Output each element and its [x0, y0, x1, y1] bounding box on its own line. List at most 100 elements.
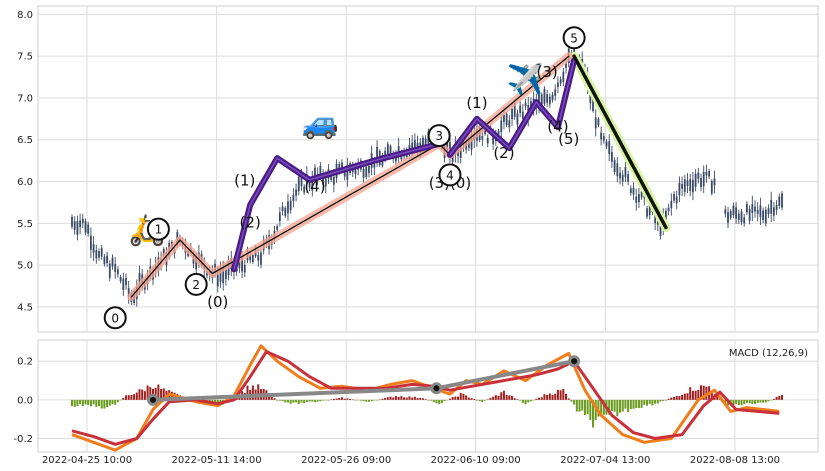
macd-histogram-bar — [97, 399, 100, 407]
candle-body — [98, 251, 100, 258]
macd-histogram-bar — [546, 394, 549, 400]
macd-histogram-bar — [683, 393, 686, 400]
candle-body — [597, 118, 600, 126]
macd-lines — [71, 344, 780, 452]
price-y-tick-label: 6.0 — [17, 177, 33, 188]
candle-body — [675, 196, 678, 204]
candle-body — [341, 162, 343, 171]
candle-body — [284, 208, 287, 216]
candle-body — [770, 199, 773, 214]
macd-histogram-bar — [270, 395, 273, 400]
macd-histogram-bar — [632, 399, 635, 409]
macd-histogram-bar — [743, 399, 746, 404]
candle-body — [413, 139, 416, 148]
macd-histogram-bar — [130, 395, 133, 400]
candle-body — [611, 152, 613, 162]
macd-histogram-bar — [759, 399, 762, 403]
macd-histogram-bar — [124, 395, 127, 400]
macd-histogram-bar — [119, 399, 122, 401]
macd-histogram-bar — [481, 399, 484, 403]
macd-histogram-bar — [667, 398, 670, 400]
candle-body — [681, 183, 684, 189]
macd-histogram-bar — [565, 393, 568, 400]
macd-histogram-bar — [435, 399, 438, 404]
candle-body — [540, 94, 543, 105]
macd-histogram-bar — [524, 399, 527, 405]
macd-histogram-bar — [149, 387, 152, 400]
candle-body — [376, 146, 378, 161]
macd-histogram-bar — [756, 399, 759, 403]
candle-body — [543, 88, 546, 104]
candle-body — [81, 218, 84, 224]
macd-histogram-bar — [273, 398, 276, 400]
candle-body — [481, 135, 484, 140]
macd-histogram-bar — [316, 399, 319, 402]
macd-histogram-bar — [508, 395, 511, 400]
macd-histogram-bar — [138, 389, 141, 400]
macd-histogram-bar — [689, 387, 692, 400]
airplane-icon: ✈️ — [507, 61, 544, 98]
candle-body — [422, 137, 424, 152]
macd-histogram-bar — [338, 397, 341, 400]
macd-histogram-bar — [624, 399, 627, 409]
macd-histogram-bar — [529, 399, 532, 402]
candle-body — [249, 255, 252, 261]
macd-histogram-bar — [548, 393, 551, 400]
candle-body — [608, 141, 611, 155]
candle-body — [79, 220, 81, 228]
candle-body — [451, 154, 454, 162]
x-tick-label: 2022-07-04 13:00 — [560, 455, 650, 466]
macd-histogram-bar — [516, 399, 519, 400]
candle-body — [287, 201, 289, 214]
candle-body — [260, 252, 262, 265]
macd-histogram-bar — [583, 399, 586, 415]
candle-body — [251, 254, 254, 263]
macd-histogram-bar — [538, 397, 541, 400]
macd-histogram-bar — [351, 399, 354, 401]
candle-body — [621, 174, 624, 182]
macd-histogram-bar — [340, 397, 343, 400]
macd-histogram-bar — [92, 399, 95, 405]
macd-histogram-bar — [373, 399, 376, 401]
candle-body — [600, 132, 603, 140]
candle-body — [119, 276, 122, 282]
macd-histogram-bar — [732, 399, 735, 406]
macd-histogram-bar — [349, 398, 352, 400]
macd-histogram-bar — [216, 399, 219, 405]
black-impulse-line — [130, 55, 570, 298]
macd-histogram-bar — [745, 399, 748, 403]
x-tick-label: 2022-08-08 13:00 — [690, 455, 780, 466]
purple-subwave-1-highlight — [233, 143, 440, 270]
macd-histogram-bar — [646, 399, 649, 406]
macd-histogram-bar — [702, 385, 705, 400]
macd-histogram-bar — [308, 399, 311, 402]
candle-body — [73, 221, 76, 230]
macd-histogram-bar — [500, 392, 503, 400]
candle-body — [654, 214, 657, 224]
macd-histogram-bar — [416, 398, 419, 400]
candle-body — [727, 212, 729, 223]
wave-circle-label: 3 — [435, 129, 443, 143]
macd-histogram-bar — [332, 398, 335, 400]
macd-histogram-bar — [627, 399, 630, 413]
macd-histogram-bar — [454, 396, 457, 400]
macd-histogram-bar — [389, 396, 392, 400]
price-y-tick-label: 8.0 — [17, 10, 33, 21]
macd-histogram-bar — [300, 399, 303, 403]
candle-body — [713, 178, 716, 186]
macd-histogram-bar — [281, 399, 284, 402]
candle-body — [773, 207, 775, 216]
macd-histogram-bar — [681, 394, 684, 400]
wave-label: (1) — [466, 94, 487, 112]
macd-histogram-bar — [670, 397, 673, 400]
macd-histogram-bar — [408, 396, 411, 400]
candle-body — [735, 207, 738, 219]
candle-body — [689, 179, 692, 191]
candle-body — [125, 278, 127, 286]
candle-body — [505, 113, 508, 126]
candle-body — [724, 209, 727, 214]
macd-histogram-bar — [527, 399, 530, 403]
candle-body — [71, 216, 73, 227]
candle-body — [243, 264, 246, 273]
price-y-tick-label: 5.5 — [17, 219, 33, 230]
